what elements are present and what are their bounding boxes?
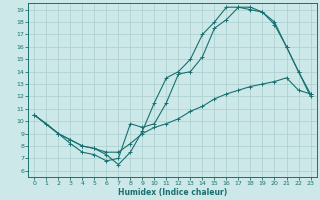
X-axis label: Humidex (Indice chaleur): Humidex (Indice chaleur) (118, 188, 227, 197)
